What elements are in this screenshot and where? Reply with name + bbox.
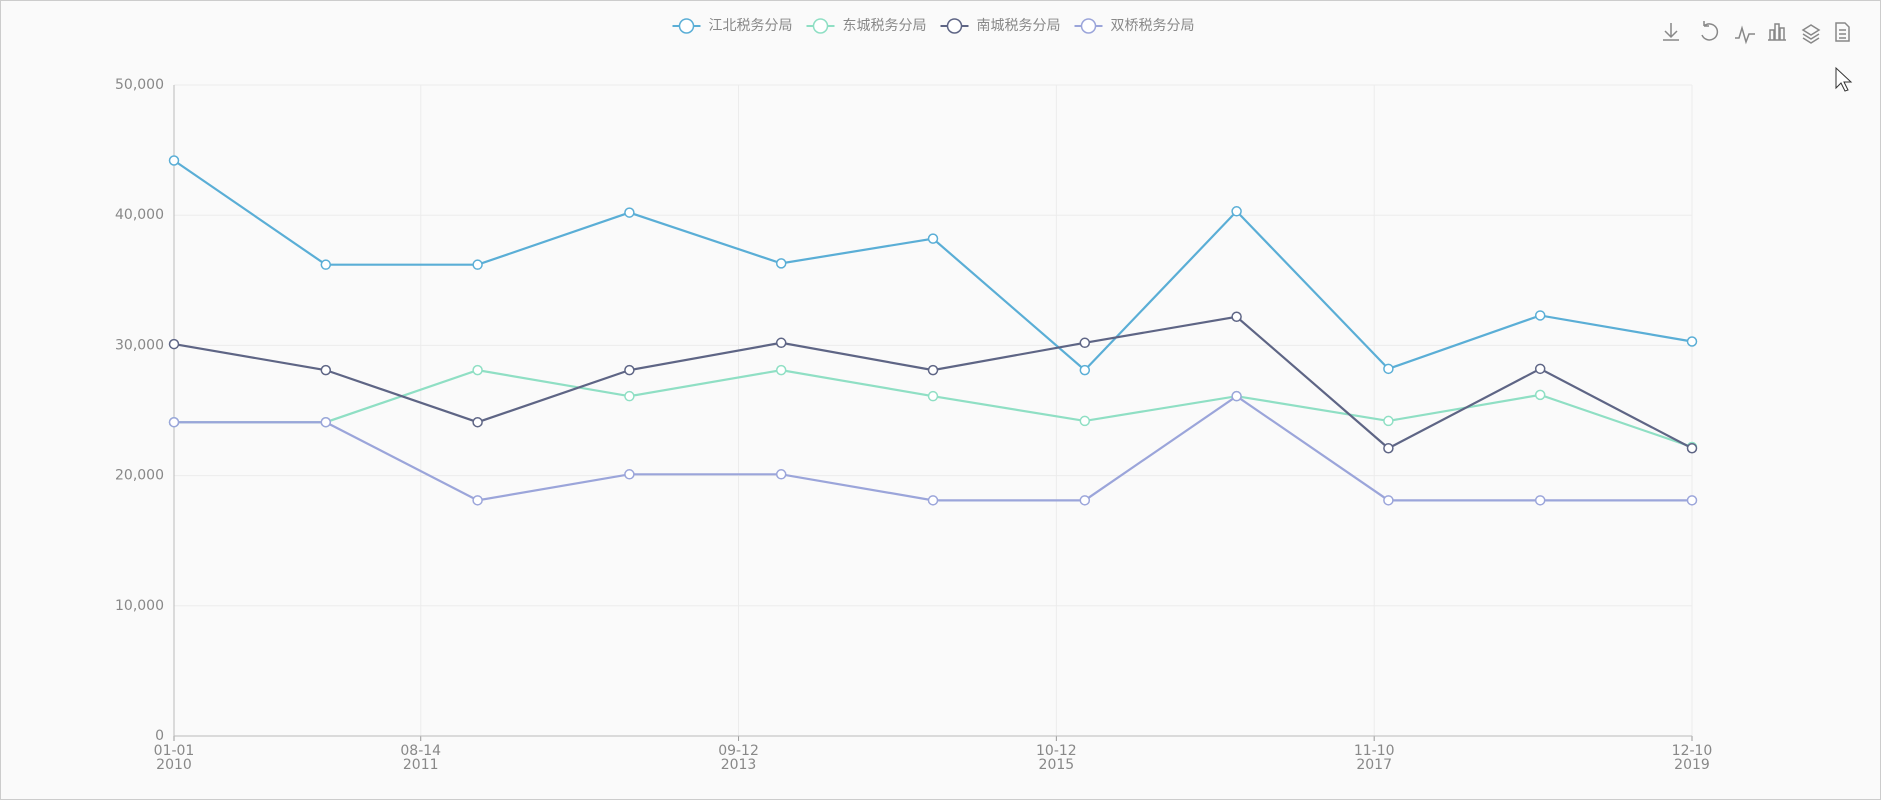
data-point: [1231, 390, 1242, 402]
data-point: [1231, 311, 1242, 323]
data-point: [320, 416, 332, 428]
data-point: [1079, 415, 1091, 427]
y-tick-label: 20,000: [115, 468, 164, 484]
data-point: [1383, 363, 1394, 375]
x-tick-label: 01-01 2010: [153, 743, 195, 773]
legend-item[interactable]: 东城税务分局: [806, 18, 927, 34]
data-point: [472, 416, 483, 428]
data-point: [927, 233, 939, 244]
series-line: [173, 159, 1693, 372]
y-tick-label: 0: [155, 728, 164, 744]
y-tick-label: 40,000: [115, 207, 164, 223]
legend-marker: [946, 18, 963, 34]
data-point: [472, 259, 483, 270]
data-point: [1534, 389, 1546, 401]
x-tick-label: 12-10 2019: [1671, 743, 1713, 773]
data-point: [168, 338, 180, 350]
legend-marker: [812, 18, 829, 34]
data-point: [1079, 337, 1091, 349]
data-point: [168, 416, 180, 428]
x-tick-label: 10-12 2015: [1036, 743, 1077, 773]
data-point: [1534, 495, 1546, 506]
data-point: [1534, 363, 1546, 375]
data-point: [320, 364, 332, 376]
series-line: [174, 394, 1692, 502]
data-point: [1534, 310, 1546, 321]
data-point: [775, 469, 787, 480]
legend-item[interactable]: 江北税务分局: [672, 18, 793, 34]
line-icon[interactable]: [1735, 25, 1755, 45]
data-point: [1383, 415, 1394, 427]
legend-item[interactable]: 双桥税务分局: [1074, 18, 1195, 34]
y-tick-label: 10,000: [115, 598, 164, 614]
x-tick-label: 11-10 2017: [1353, 743, 1395, 773]
save-icon[interactable]: [1663, 23, 1679, 41]
data-point: [775, 337, 787, 349]
data-view-icon[interactable]: [1835, 22, 1850, 42]
data-point: [1383, 495, 1394, 506]
y-tick-label: 30,000: [115, 337, 164, 353]
data-point: [624, 364, 635, 376]
data-point: [624, 469, 635, 480]
legend-marker: [678, 18, 695, 34]
legend-label: 东城税务分局: [843, 18, 927, 34]
legend-label: 江北税务分局: [709, 18, 793, 34]
data-point: [1686, 336, 1698, 347]
data-point: [775, 258, 787, 269]
data-point: [472, 495, 483, 506]
restore-icon[interactable]: [1701, 21, 1719, 41]
legend-label: 南城税务分局: [977, 18, 1061, 34]
data-point: [1231, 206, 1242, 217]
data-point: [775, 364, 787, 376]
data-point: [624, 390, 635, 402]
data-point: [927, 364, 939, 376]
legend-marker: [1080, 18, 1097, 34]
data-point: [927, 495, 939, 506]
legend-item[interactable]: 南城税务分局: [940, 18, 1061, 34]
y-tick-label: 50,000: [115, 77, 164, 93]
data-point: [320, 259, 332, 270]
series-line: [173, 315, 1693, 450]
stack-icon[interactable]: [1801, 24, 1821, 44]
data-point: [168, 155, 180, 166]
toolbox[interactable]: [1663, 21, 1850, 45]
data-point: [927, 390, 939, 402]
x-tick-label: 09-12 2013: [718, 743, 759, 773]
data-point: [472, 364, 483, 376]
bar-icon[interactable]: [1768, 23, 1786, 41]
x-tick-label: 08-14 2011: [400, 743, 442, 773]
data-point: [1686, 443, 1698, 454]
cursor: [1835, 66, 1853, 92]
data-point: [624, 207, 635, 218]
data-point: [1079, 364, 1091, 376]
data-point: [1079, 495, 1091, 506]
data-point: [1383, 443, 1394, 454]
legend-label: 双桥税务分局: [1111, 18, 1195, 34]
data-point: [1686, 495, 1698, 506]
